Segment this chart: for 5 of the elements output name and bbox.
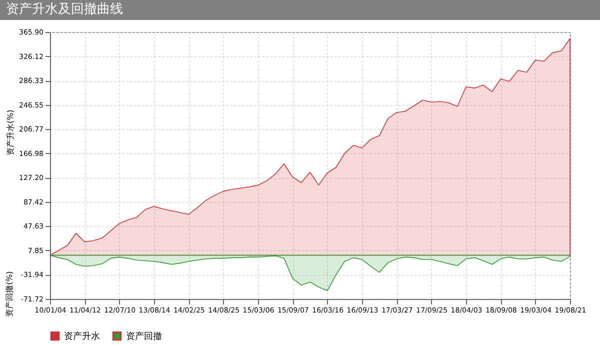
chart-title: 资产升水及回撤曲线 <box>0 0 600 20</box>
text: 资产回撤(%) <box>5 271 14 317</box>
legend-label: 资产升水 <box>64 331 100 342</box>
y-axis-title: 资产升水(%) <box>6 110 16 156</box>
legend-label: 资产回撤 <box>126 331 162 342</box>
